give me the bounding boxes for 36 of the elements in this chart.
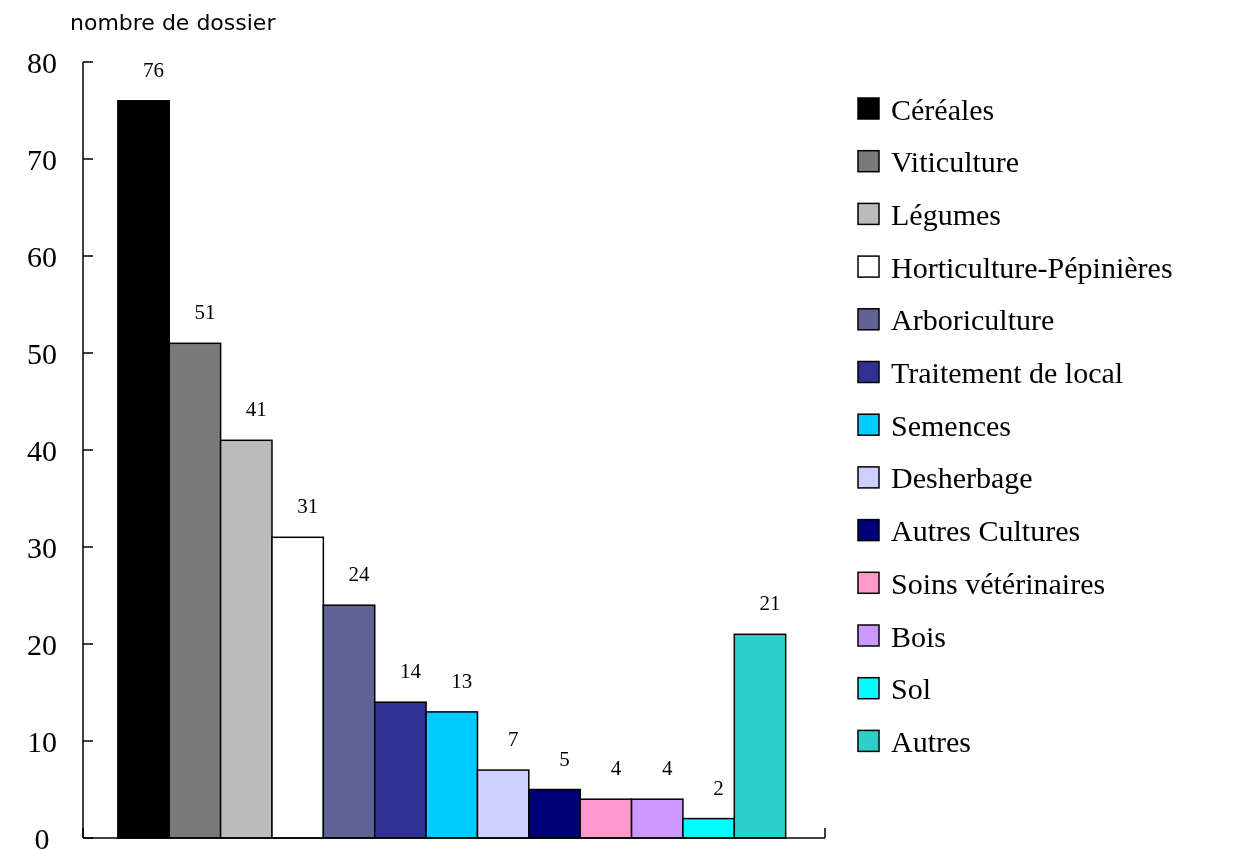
data-label: 24	[348, 562, 371, 587]
data-label: 41	[245, 397, 267, 422]
legend-label: Céréales	[891, 92, 995, 126]
data-label: 5	[559, 746, 570, 771]
legend-label: Semences	[891, 408, 1011, 442]
data-label: 7	[507, 727, 519, 752]
y-tick-label: 30	[27, 530, 57, 564]
legend-label: Soins vétérinaires	[891, 566, 1106, 600]
y-tick-label: 40	[27, 433, 57, 467]
data-label: 76	[143, 57, 165, 82]
legend-label: Traitement de local	[891, 356, 1124, 389]
data-label: 21	[759, 591, 781, 616]
y-tick-label: 0	[34, 821, 50, 850]
y-tick-label: 20	[27, 627, 57, 661]
y-tick-label: 80	[27, 45, 57, 79]
legend-label: Desherbage	[891, 461, 1033, 495]
legend-label: Viticulture	[891, 145, 1020, 179]
data-label: 51	[194, 300, 216, 325]
y-tick-label: 70	[27, 142, 57, 176]
legend-label: Horticulture-Pépinières	[891, 250, 1173, 284]
y-tick-label: 50	[27, 336, 57, 370]
legend-label: Légumes	[891, 197, 1001, 231]
data-label: 4	[610, 756, 622, 781]
legend-label: Arboriculture	[891, 303, 1055, 337]
legend-label: Autres	[891, 724, 971, 758]
y-tick-label: 60	[27, 239, 57, 273]
legend-label: Autres Cultures	[891, 514, 1081, 548]
data-label: 31	[297, 494, 319, 519]
data-label: 14	[399, 659, 422, 684]
y-axis-title: nombre de dossier	[70, 10, 277, 35]
legend-label: Sol	[891, 672, 932, 706]
data-label: 2	[713, 775, 724, 800]
legend-label: Bois	[891, 619, 947, 653]
y-tick-label: 10	[27, 724, 57, 758]
data-label: 13	[451, 668, 473, 693]
data-label: 4	[662, 756, 673, 781]
